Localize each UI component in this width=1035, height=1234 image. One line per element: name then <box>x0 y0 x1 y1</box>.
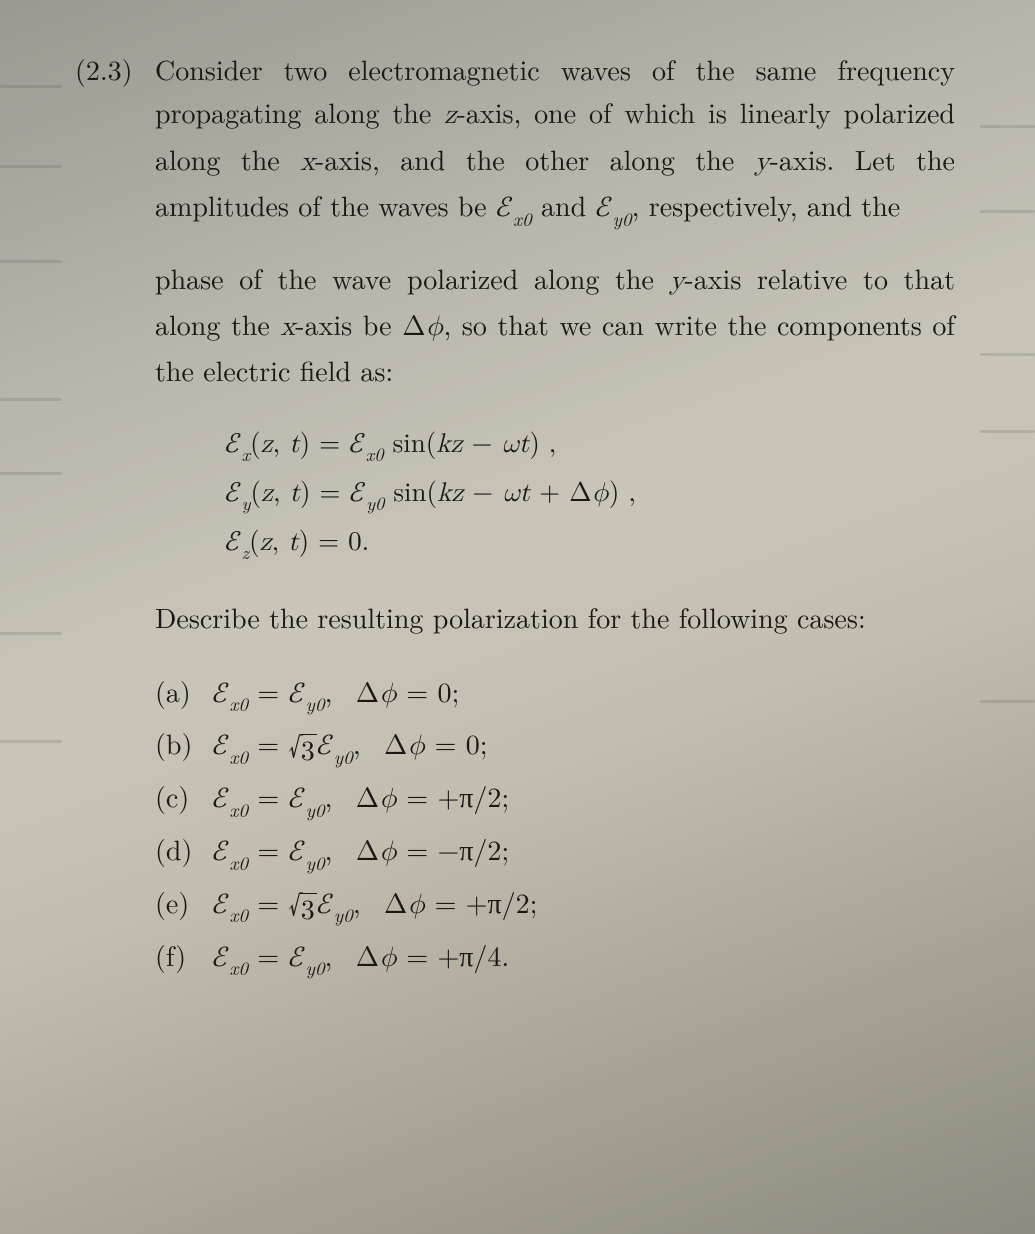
paper-rule <box>0 632 62 635</box>
paper-rule <box>0 740 62 743</box>
case-d: (d) ℰx0 = ℰy0, Δϕ = −π/2; <box>155 825 955 878</box>
paper-rule <box>980 353 1035 356</box>
problem: (2.3) Consider two electromagnetic waves… <box>75 48 955 984</box>
equation-ex: ℰx(z, t) = ℰx0 sin(kz − ωt) , <box>225 419 955 468</box>
case-b: (b) ℰx0 = √3ℰy0, Δϕ = 0; <box>155 719 955 772</box>
equation-ey: ℰy(z, t) = ℰy0 sin(kz − ωt + Δϕ) , <box>225 468 955 517</box>
paper-rule <box>0 472 62 475</box>
field-equations: ℰx(z, t) = ℰx0 sin(kz − ωt) , ℰy(z, t) =… <box>225 419 955 566</box>
paper-rule <box>980 700 1035 703</box>
paper-rule <box>0 165 62 168</box>
equation-ez: ℰz(z, t) = 0. <box>225 517 955 566</box>
paper-rule <box>0 260 62 263</box>
case-a: (a) ℰx0 = ℰy0, Δϕ = 0; <box>155 667 955 720</box>
intro-paragraph-1: Consider two electromagnetic waves of th… <box>155 48 955 231</box>
paper-rule <box>980 210 1035 213</box>
problem-heading: (2.3) Consider two electromagnetic waves… <box>75 48 955 231</box>
cases-prompt: Describe the resulting polarization for … <box>155 591 955 644</box>
paper-rule <box>980 125 1035 128</box>
cases-list: (a) ℰx0 = ℰy0, Δϕ = 0;(b) ℰx0 = √3ℰy0, Δ… <box>155 667 955 984</box>
case-e: (e) ℰx0 = √3ℰy0, Δϕ = +π/2; <box>155 878 955 931</box>
intro-paragraph-2: phase of the wave polarized along the y-… <box>155 257 955 393</box>
case-c: (c) ℰx0 = ℰy0, Δϕ = +π/2; <box>155 772 955 825</box>
case-f: (f) ℰx0 = ℰy0, Δϕ = +π/4. <box>155 931 955 984</box>
paper-rule <box>0 398 62 401</box>
paper-rule <box>0 85 62 88</box>
problem-number: (2.3) <box>75 48 155 91</box>
paper-rule <box>980 430 1035 433</box>
